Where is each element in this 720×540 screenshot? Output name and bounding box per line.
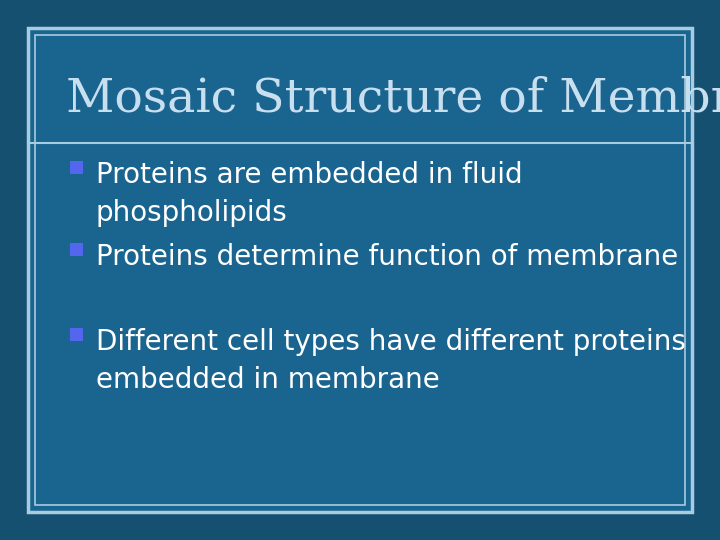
Bar	[28, 28, 692, 512]
Bar	[70, 328, 83, 341]
Bar	[70, 243, 83, 256]
Text: Different cell types have different proteins
embedded in membrane: Different cell types have different prot…	[96, 328, 686, 394]
Bar	[70, 161, 83, 174]
Bar	[35, 35, 685, 505]
Text: Mosaic Structure of Membranes: Mosaic Structure of Membranes	[66, 76, 720, 122]
Text: Proteins are embedded in fluid
phospholipids: Proteins are embedded in fluid phospholi…	[96, 161, 523, 227]
Bar	[28, 28, 692, 512]
Text: Proteins determine function of membrane: Proteins determine function of membrane	[96, 243, 678, 271]
